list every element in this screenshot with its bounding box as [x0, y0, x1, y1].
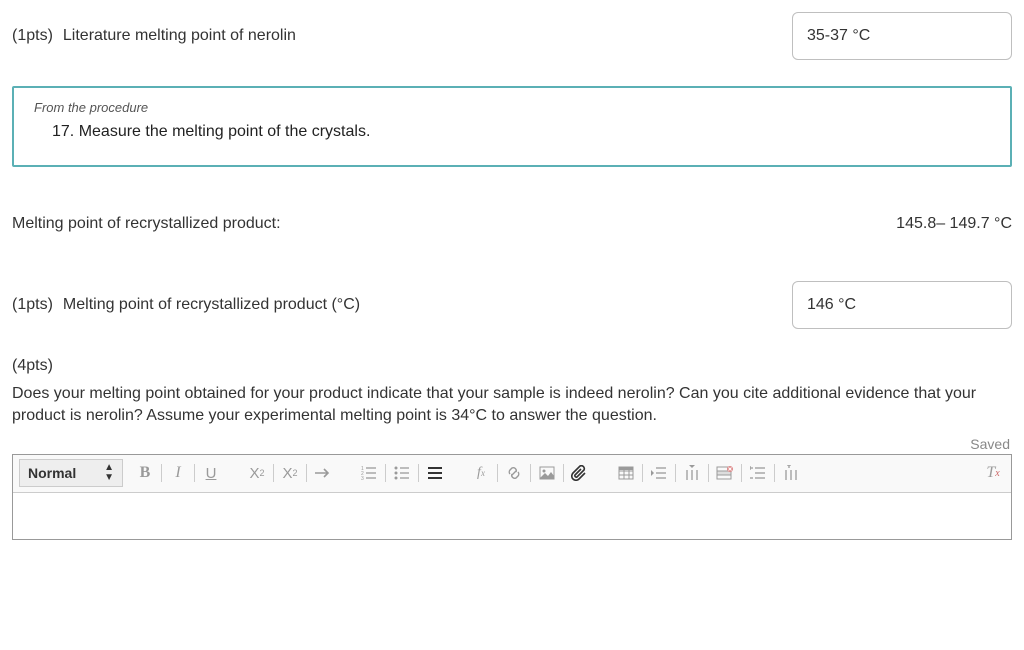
svg-text:3: 3 — [361, 476, 364, 480]
superscript-button[interactable]: X2 — [278, 459, 302, 487]
caret-icon: ▲▼ — [104, 463, 114, 483]
question-2-points: (1pts) — [12, 296, 53, 314]
procedure-callout-body: 17. Measure the melting point of the cry… — [34, 123, 990, 141]
italic-button[interactable]: I — [166, 459, 190, 487]
paragraph-style-select[interactable]: Normal ▲▼ — [19, 459, 123, 487]
question-3-points: (4pts) — [12, 357, 1012, 375]
separator — [563, 464, 564, 482]
separator — [385, 464, 386, 482]
link-button[interactable] — [502, 459, 526, 487]
melting-point-info-value: 145.8– 149.7 °C — [896, 215, 1012, 233]
separator — [194, 464, 195, 482]
separator — [675, 464, 676, 482]
separator — [306, 464, 307, 482]
melting-point-info-row: Melting point of recrystallized product:… — [12, 215, 1012, 233]
question-1-answer-input[interactable]: 35-37 °C — [792, 12, 1012, 60]
separator — [708, 464, 709, 482]
separator — [161, 464, 162, 482]
question-1-points: (1pts) — [12, 27, 53, 45]
separator — [642, 464, 643, 482]
question-1-label: Literature melting point of nerolin — [63, 27, 296, 45]
question-1-label-area: (1pts) Literature melting point of nerol… — [12, 27, 792, 45]
formula-button[interactable]: fx — [469, 459, 493, 487]
underline-button[interactable]: U — [199, 459, 223, 487]
separator — [774, 464, 775, 482]
saved-status: Saved — [12, 436, 1012, 452]
question-3-prompt: Does your melting point obtained for you… — [12, 383, 1012, 428]
editor-toolbar: Normal ▲▼ B I U X2 X2 123 fx — [13, 455, 1011, 493]
table-button[interactable] — [614, 459, 638, 487]
insert-row-button[interactable] — [647, 459, 671, 487]
question-2-label: Melting point of recrystallized product … — [63, 296, 360, 314]
delete-table-button[interactable] — [779, 459, 803, 487]
question-2-answer-value: 146 °C — [807, 296, 856, 314]
image-button[interactable] — [535, 459, 559, 487]
procedure-callout: From the procedure 17. Measure the melti… — [12, 86, 1012, 167]
insert-col-button[interactable] — [680, 459, 704, 487]
separator — [273, 464, 274, 482]
separator — [530, 464, 531, 482]
clear-format-button[interactable]: Tx — [981, 459, 1005, 487]
separator — [741, 464, 742, 482]
question-1-row: (1pts) Literature melting point of nerol… — [12, 12, 1012, 60]
arrow-button[interactable] — [311, 459, 335, 487]
separator — [497, 464, 498, 482]
align-button[interactable] — [423, 459, 447, 487]
question-2-label-area: (1pts) Melting point of recrystallized p… — [12, 296, 792, 314]
delete-col-button[interactable] — [746, 459, 770, 487]
question-2-answer-input[interactable]: 146 °C — [792, 281, 1012, 329]
attachment-button[interactable] — [568, 459, 592, 487]
question-2-row: (1pts) Melting point of recrystallized p… — [12, 281, 1012, 329]
paragraph-style-label: Normal — [28, 465, 76, 481]
melting-point-info-label: Melting point of recrystallized product: — [12, 215, 281, 233]
question-1-answer-value: 35-37 °C — [807, 27, 870, 45]
delete-row-button[interactable] — [713, 459, 737, 487]
rich-text-editor: Normal ▲▼ B I U X2 X2 123 fx — [12, 454, 1012, 540]
procedure-callout-title: From the procedure — [34, 100, 990, 115]
bold-button[interactable]: B — [133, 459, 157, 487]
editor-textarea[interactable] — [13, 493, 1011, 539]
ordered-list-button[interactable]: 123 — [357, 459, 381, 487]
unordered-list-button[interactable] — [390, 459, 414, 487]
separator — [418, 464, 419, 482]
subscript-button[interactable]: X2 — [245, 459, 269, 487]
